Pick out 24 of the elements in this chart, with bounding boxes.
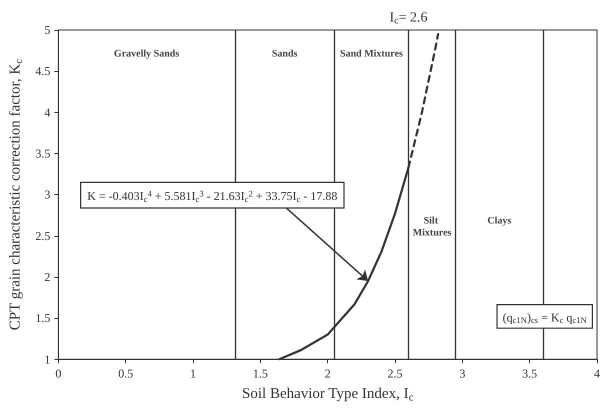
x-tick-label: 0: [55, 366, 62, 380]
y-tick-label: 1: [44, 352, 50, 366]
annotation: Clays: [487, 215, 512, 226]
x-tick-label: 3: [459, 366, 466, 380]
annotation: Silt Mixtures: [412, 215, 452, 238]
y-axis-title: CPT grain characteristic correction factor, Kc: [8, 58, 25, 330]
x-tick-label: 3.5: [522, 366, 538, 380]
x-tick-label: 2.5: [388, 366, 403, 380]
x-tick-label: 4: [594, 366, 600, 380]
annotation: Sands: [272, 48, 298, 60]
y-tick-label: 2.5: [35, 228, 50, 243]
y-tick-label: 3.5: [35, 146, 50, 160]
x-tick-label: 1: [190, 366, 196, 380]
y-tick-label: 4.5: [35, 64, 50, 78]
y-tick-label: 3: [44, 188, 50, 202]
y-tick-label: 5: [44, 23, 50, 37]
x-tick-label: 0.5: [118, 366, 134, 380]
x-tick-label: 1.5: [252, 366, 268, 380]
y-tick-label: 1.5: [35, 311, 50, 326]
y-tick-label: 4: [44, 105, 50, 120]
annotation: Sand Mixtures: [340, 48, 403, 60]
x-tick-label: 2: [324, 366, 331, 380]
annotation: Gravelly Sands: [114, 48, 180, 60]
y-tick-label: 2: [44, 270, 50, 284]
